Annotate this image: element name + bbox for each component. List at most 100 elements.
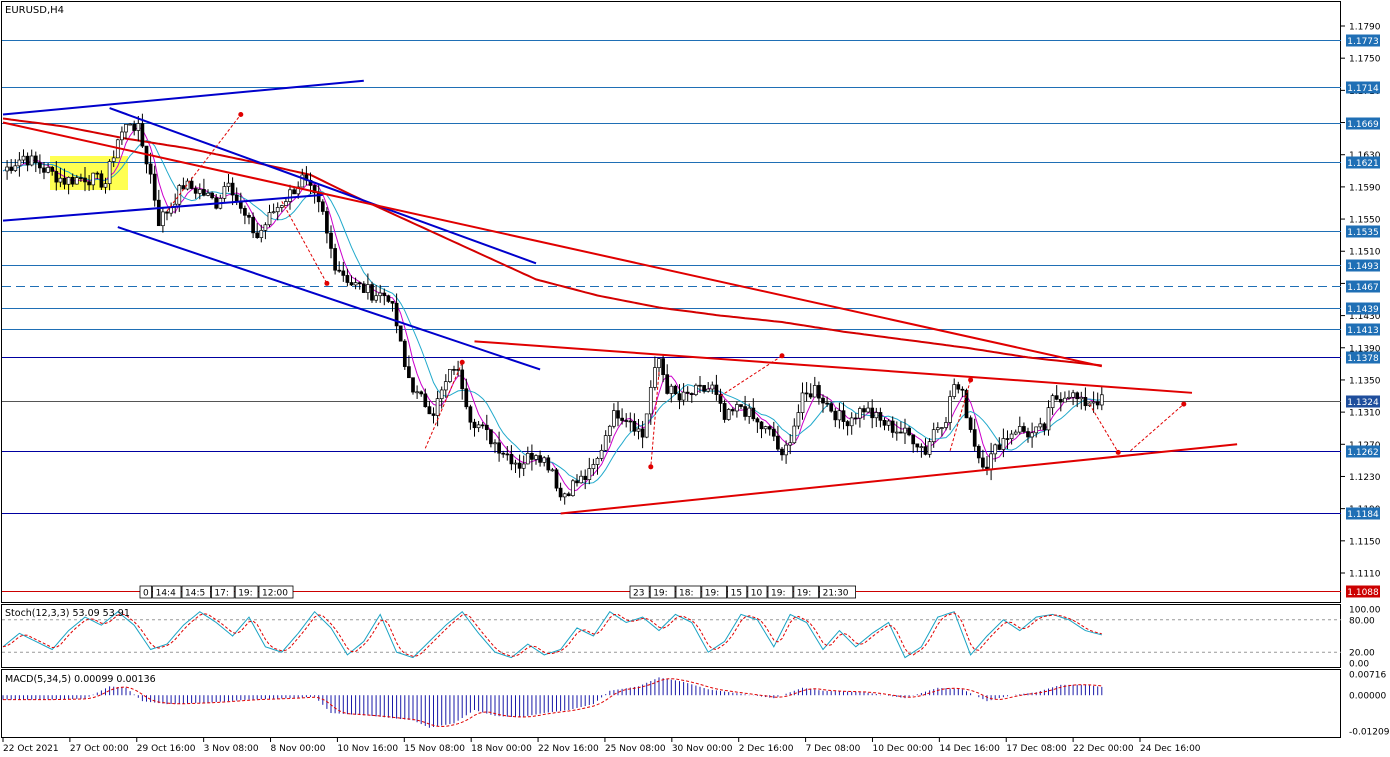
level-label-bg-2: [1346, 117, 1380, 130]
candle-body-242: [993, 444, 998, 455]
candle-body-168: [689, 393, 694, 395]
candle-body-174: [714, 384, 719, 395]
candle-body-19: [79, 177, 83, 179]
candle-body-125: [513, 462, 518, 465]
candle-body-208: [853, 417, 858, 420]
candle-body-6: [25, 155, 30, 166]
candle-body-233: [956, 384, 961, 390]
candle-body-214: [878, 412, 883, 421]
time-label-2: 29 Oct 16:00: [137, 744, 196, 754]
candle-body-162: [665, 374, 670, 394]
event-box-left-1: [152, 585, 182, 599]
candle-body-118: [484, 424, 489, 431]
candle-body-62: [255, 232, 260, 238]
candle-body-192: [788, 442, 793, 446]
level-label-5: 1.1493: [1347, 262, 1379, 272]
candle-body-87: [357, 282, 362, 285]
candle-body-5: [21, 155, 26, 161]
candle-body-60: [247, 214, 251, 218]
time-label-17: 24 Dec 16:00: [1140, 744, 1201, 754]
candle-body-2: [9, 166, 14, 171]
candle-body-121: [497, 442, 501, 454]
candle-body-255: [1046, 407, 1051, 431]
candle-body-64: [263, 224, 268, 231]
candle-body-200: [821, 397, 825, 404]
candle-body-204: [837, 410, 842, 421]
candle-body-262: [1075, 392, 1080, 400]
candle-body-132: [542, 457, 547, 463]
candle-body-46: [189, 180, 194, 189]
event-label-left-2: 14:5: [185, 589, 205, 599]
candle-body-86: [353, 282, 358, 286]
candle-body-194: [796, 412, 801, 427]
candle-body-57: [234, 194, 239, 202]
candle-body-136: [558, 487, 563, 498]
stoch-axis-label-0: 100.00: [1349, 606, 1381, 616]
projection-arrow-1: [281, 201, 328, 284]
time-label-16: 22 Dec 00:00: [1073, 744, 1134, 754]
candle-body-139: [571, 480, 575, 497]
candle-body-189: [776, 435, 780, 450]
candle-body-152: [624, 420, 629, 422]
candle-body-103: [423, 393, 428, 408]
candle-body-26: [107, 161, 112, 185]
event-label-right-5: 10: [751, 589, 763, 599]
candle-body-140: [575, 480, 579, 484]
price-axis: 1.17901.17501.17101.16701.16301.15901.15…: [1341, 23, 1381, 580]
stoch-signal-line: [2, 612, 1102, 657]
candle-body-99: [407, 366, 411, 379]
event-box-left-2: [181, 585, 211, 599]
candle-body-48: [197, 189, 202, 194]
candle-body-237: [972, 429, 977, 447]
candle-body-164: [673, 385, 678, 395]
candle-body-13: [54, 171, 59, 183]
candle-body-210: [862, 408, 866, 413]
event-label-right-8: 21:30: [823, 589, 849, 599]
level-label-6: 1.1467: [1347, 283, 1379, 293]
candle-body-195: [800, 392, 805, 413]
candle-body-38: [156, 199, 161, 227]
level-label-bg-9: [1346, 351, 1380, 364]
candle-body-209: [858, 408, 862, 419]
event-box-right-5: [747, 585, 768, 599]
candle-body-94: [386, 295, 391, 302]
event-box-left-4: [234, 585, 259, 599]
candle-body-180: [739, 404, 743, 407]
candle-body-3: [13, 165, 18, 171]
candle-body-193: [792, 425, 797, 444]
event-box-left-0: [139, 585, 153, 599]
candle-body-146: [599, 449, 604, 459]
annotations: [166, 111, 1187, 470]
price-tick-label-12: 1.1310: [1349, 409, 1381, 419]
price-tick-label-7: 1.1510: [1349, 248, 1381, 258]
moving-averages: [2, 117, 1102, 492]
candle-body-23: [95, 172, 100, 175]
time-label-1: 27 Oct 00:00: [70, 744, 129, 754]
candle-body-247: [1013, 431, 1018, 435]
macd-axis-label-1: 0.00000: [1349, 692, 1386, 702]
event-box-right-8: [819, 585, 856, 599]
candle-body-56: [230, 182, 235, 196]
candle-body-128: [525, 453, 530, 465]
price-tick-label-9: 1.1430: [1349, 312, 1381, 322]
candle-body-211: [866, 407, 870, 413]
projection-arrowhead-1: [324, 280, 330, 286]
time-label-10: 30 Nov 00:00: [672, 744, 733, 754]
candle-body-203: [833, 410, 838, 421]
candle-body-29: [120, 131, 124, 141]
candle-body-73: [300, 174, 305, 188]
event-markers: 0 14:4 14:5 17: 19: 12:00 23 19: 18: 19: 15 10 19: 19…: [139, 585, 856, 599]
candle-body-161: [661, 358, 665, 375]
candle-body-8: [33, 155, 38, 164]
level-label-10: 1.1324: [1347, 398, 1379, 408]
trendline-3: [117, 226, 541, 371]
price-tick-label-6: 1.1550: [1349, 216, 1381, 226]
level-label-13: 1.1088: [1347, 588, 1379, 598]
event-box-right-2: [675, 585, 702, 599]
level-label-8: 1.1413: [1347, 326, 1379, 336]
time-label-15: 17 Dec 08:00: [1006, 744, 1067, 754]
projection-arrowhead-0: [238, 111, 244, 117]
candle-body-33: [136, 123, 141, 131]
